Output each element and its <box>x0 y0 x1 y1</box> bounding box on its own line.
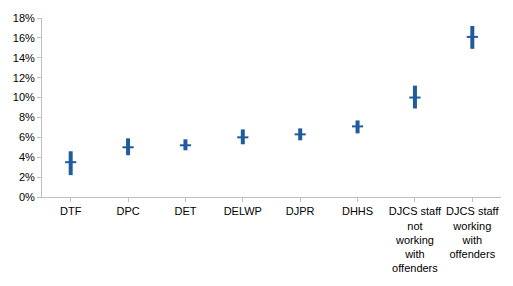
svg-text:8%: 8% <box>19 111 35 123</box>
svg-text:DPC: DPC <box>116 205 139 217</box>
svg-text:DET: DET <box>174 205 196 217</box>
svg-text:DELWP: DELWP <box>224 205 262 217</box>
svg-text:DJPR: DJPR <box>286 205 315 217</box>
svg-text:DJCS staffworkingwithoffenders: DJCS staffworkingwithoffenders <box>446 205 499 260</box>
svg-text:16%: 16% <box>13 32 35 44</box>
svg-text:12%: 12% <box>13 72 35 84</box>
svg-text:DTF: DTF <box>60 205 82 217</box>
svg-text:2%: 2% <box>19 171 35 183</box>
svg-text:DJCS staffnotworkingwithoffend: DJCS staffnotworkingwithoffenders <box>389 205 442 274</box>
svg-text:10%: 10% <box>13 91 35 103</box>
svg-text:0%: 0% <box>19 191 35 203</box>
svg-text:18%: 18% <box>13 12 35 24</box>
svg-text:6%: 6% <box>19 131 35 143</box>
svg-text:DHHS: DHHS <box>342 205 373 217</box>
svg-text:14%: 14% <box>13 52 35 64</box>
svg-text:4%: 4% <box>19 151 35 163</box>
